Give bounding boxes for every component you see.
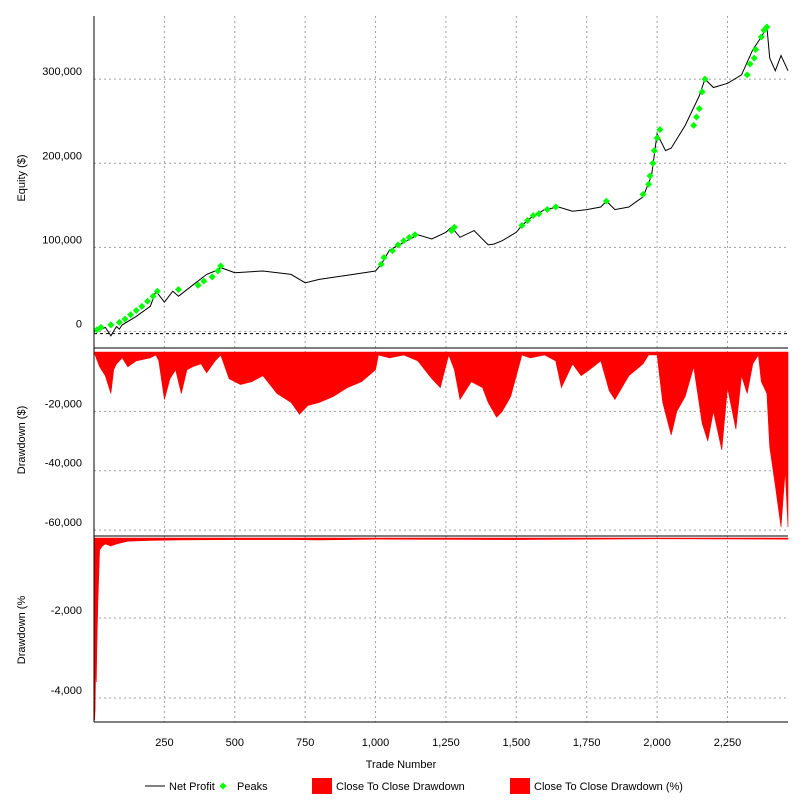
peak-marker: [535, 210, 543, 218]
legend-label: Peaks: [237, 781, 268, 793]
y-axis-label: Drawdown (%: [16, 596, 28, 665]
y-tick-label: 0: [76, 319, 82, 331]
peak-marker: [645, 180, 653, 188]
y-tick-label: -60,000: [45, 517, 82, 529]
peak-marker: [107, 321, 115, 329]
peak-marker: [208, 273, 216, 281]
axis-layer: 0 100,000 200,000 300,000 Equity ($) -20,000 -…: [16, 16, 788, 771]
peak-marker: [649, 159, 657, 167]
peak-marker: [143, 297, 151, 305]
peak-marker: [377, 260, 385, 268]
net-profit-line: [93, 25, 789, 337]
peak-marker: [149, 292, 157, 300]
legend-swatch-box: [510, 778, 530, 794]
y-tick-label: 200,000: [42, 150, 82, 162]
legend-swatch-diamond: [219, 782, 227, 790]
x-axis-label: Trade Number: [366, 759, 437, 771]
y-tick-label: -40,000: [45, 458, 82, 470]
grid-layer: [94, 16, 788, 722]
peak-marker: [214, 267, 222, 275]
y-axis-label: Drawdown ($): [16, 406, 28, 474]
peak-marker: [138, 302, 146, 310]
peak-marker: [194, 281, 202, 289]
peak-marker: [132, 307, 140, 315]
peak-marker: [752, 46, 760, 54]
peak-marker: [400, 237, 408, 245]
peak-marker: [757, 33, 765, 41]
peak-marker: [388, 247, 396, 255]
peak-marker: [743, 71, 751, 79]
peak-marker: [524, 216, 532, 224]
peak-marker: [692, 113, 700, 121]
peak-marker: [518, 222, 526, 230]
legend-swatch-box: [312, 778, 332, 794]
peak-marker: [529, 211, 537, 219]
peak-marker: [701, 75, 709, 83]
peak-marker: [121, 315, 129, 323]
y-tick-label: 100,000: [42, 234, 82, 246]
x-tick-label: 2,000: [643, 737, 671, 749]
peak-marker: [380, 254, 388, 262]
peak-marker: [746, 60, 754, 68]
peak-marker: [394, 241, 402, 249]
peak-marker: [217, 262, 225, 270]
x-tick-label: 1,250: [432, 737, 460, 749]
x-tick-label: 1,500: [503, 737, 531, 749]
peak-marker: [650, 147, 658, 155]
peak-marker: [405, 233, 413, 241]
peak-marker: [174, 286, 182, 294]
x-tick-label: 500: [226, 737, 244, 749]
y-tick-label: -4,000: [51, 685, 82, 697]
peak-marker: [695, 105, 703, 113]
peak-marker: [750, 54, 758, 62]
y-tick-label: -20,000: [45, 398, 82, 410]
peak-marker: [97, 323, 105, 331]
peak-marker: [602, 197, 610, 205]
peak-marker: [552, 203, 560, 211]
peak-marker: [656, 126, 664, 134]
legend-label: Close To Close Drawdown (%): [534, 781, 683, 793]
legend-label: Close To Close Drawdown: [336, 781, 465, 793]
peak-marker: [200, 277, 208, 285]
peak-marker: [127, 311, 135, 319]
peak-marker: [639, 190, 647, 198]
peak-marker: [646, 172, 654, 180]
peak-marker: [763, 23, 771, 31]
peak-marker: [698, 88, 706, 96]
x-tick-label: 1,000: [362, 737, 390, 749]
y-tick-label: 300,000: [42, 66, 82, 78]
series-layer: [93, 23, 789, 721]
peak-marker: [450, 223, 458, 231]
peak-marker: [653, 134, 661, 142]
x-tick-label: 250: [155, 737, 173, 749]
peak-marker: [543, 206, 551, 214]
drawdown-area: [93, 537, 789, 721]
x-tick-label: 2,250: [714, 737, 742, 749]
peak-marker: [690, 121, 698, 129]
peak-marker: [115, 318, 123, 326]
x-tick-label: 1,750: [573, 737, 601, 749]
legend-label: Net Profit: [169, 781, 215, 793]
x-tick-label: 750: [296, 737, 314, 749]
peak-marker: [153, 287, 161, 295]
legend: Net Profit Peaks Close To Close Drawdown Cl…: [145, 778, 683, 794]
y-tick-label: -2,000: [51, 605, 82, 617]
peak-marker: [411, 231, 419, 239]
y-axis-label: Equity ($): [16, 154, 28, 201]
drawdown-area: [93, 351, 789, 528]
